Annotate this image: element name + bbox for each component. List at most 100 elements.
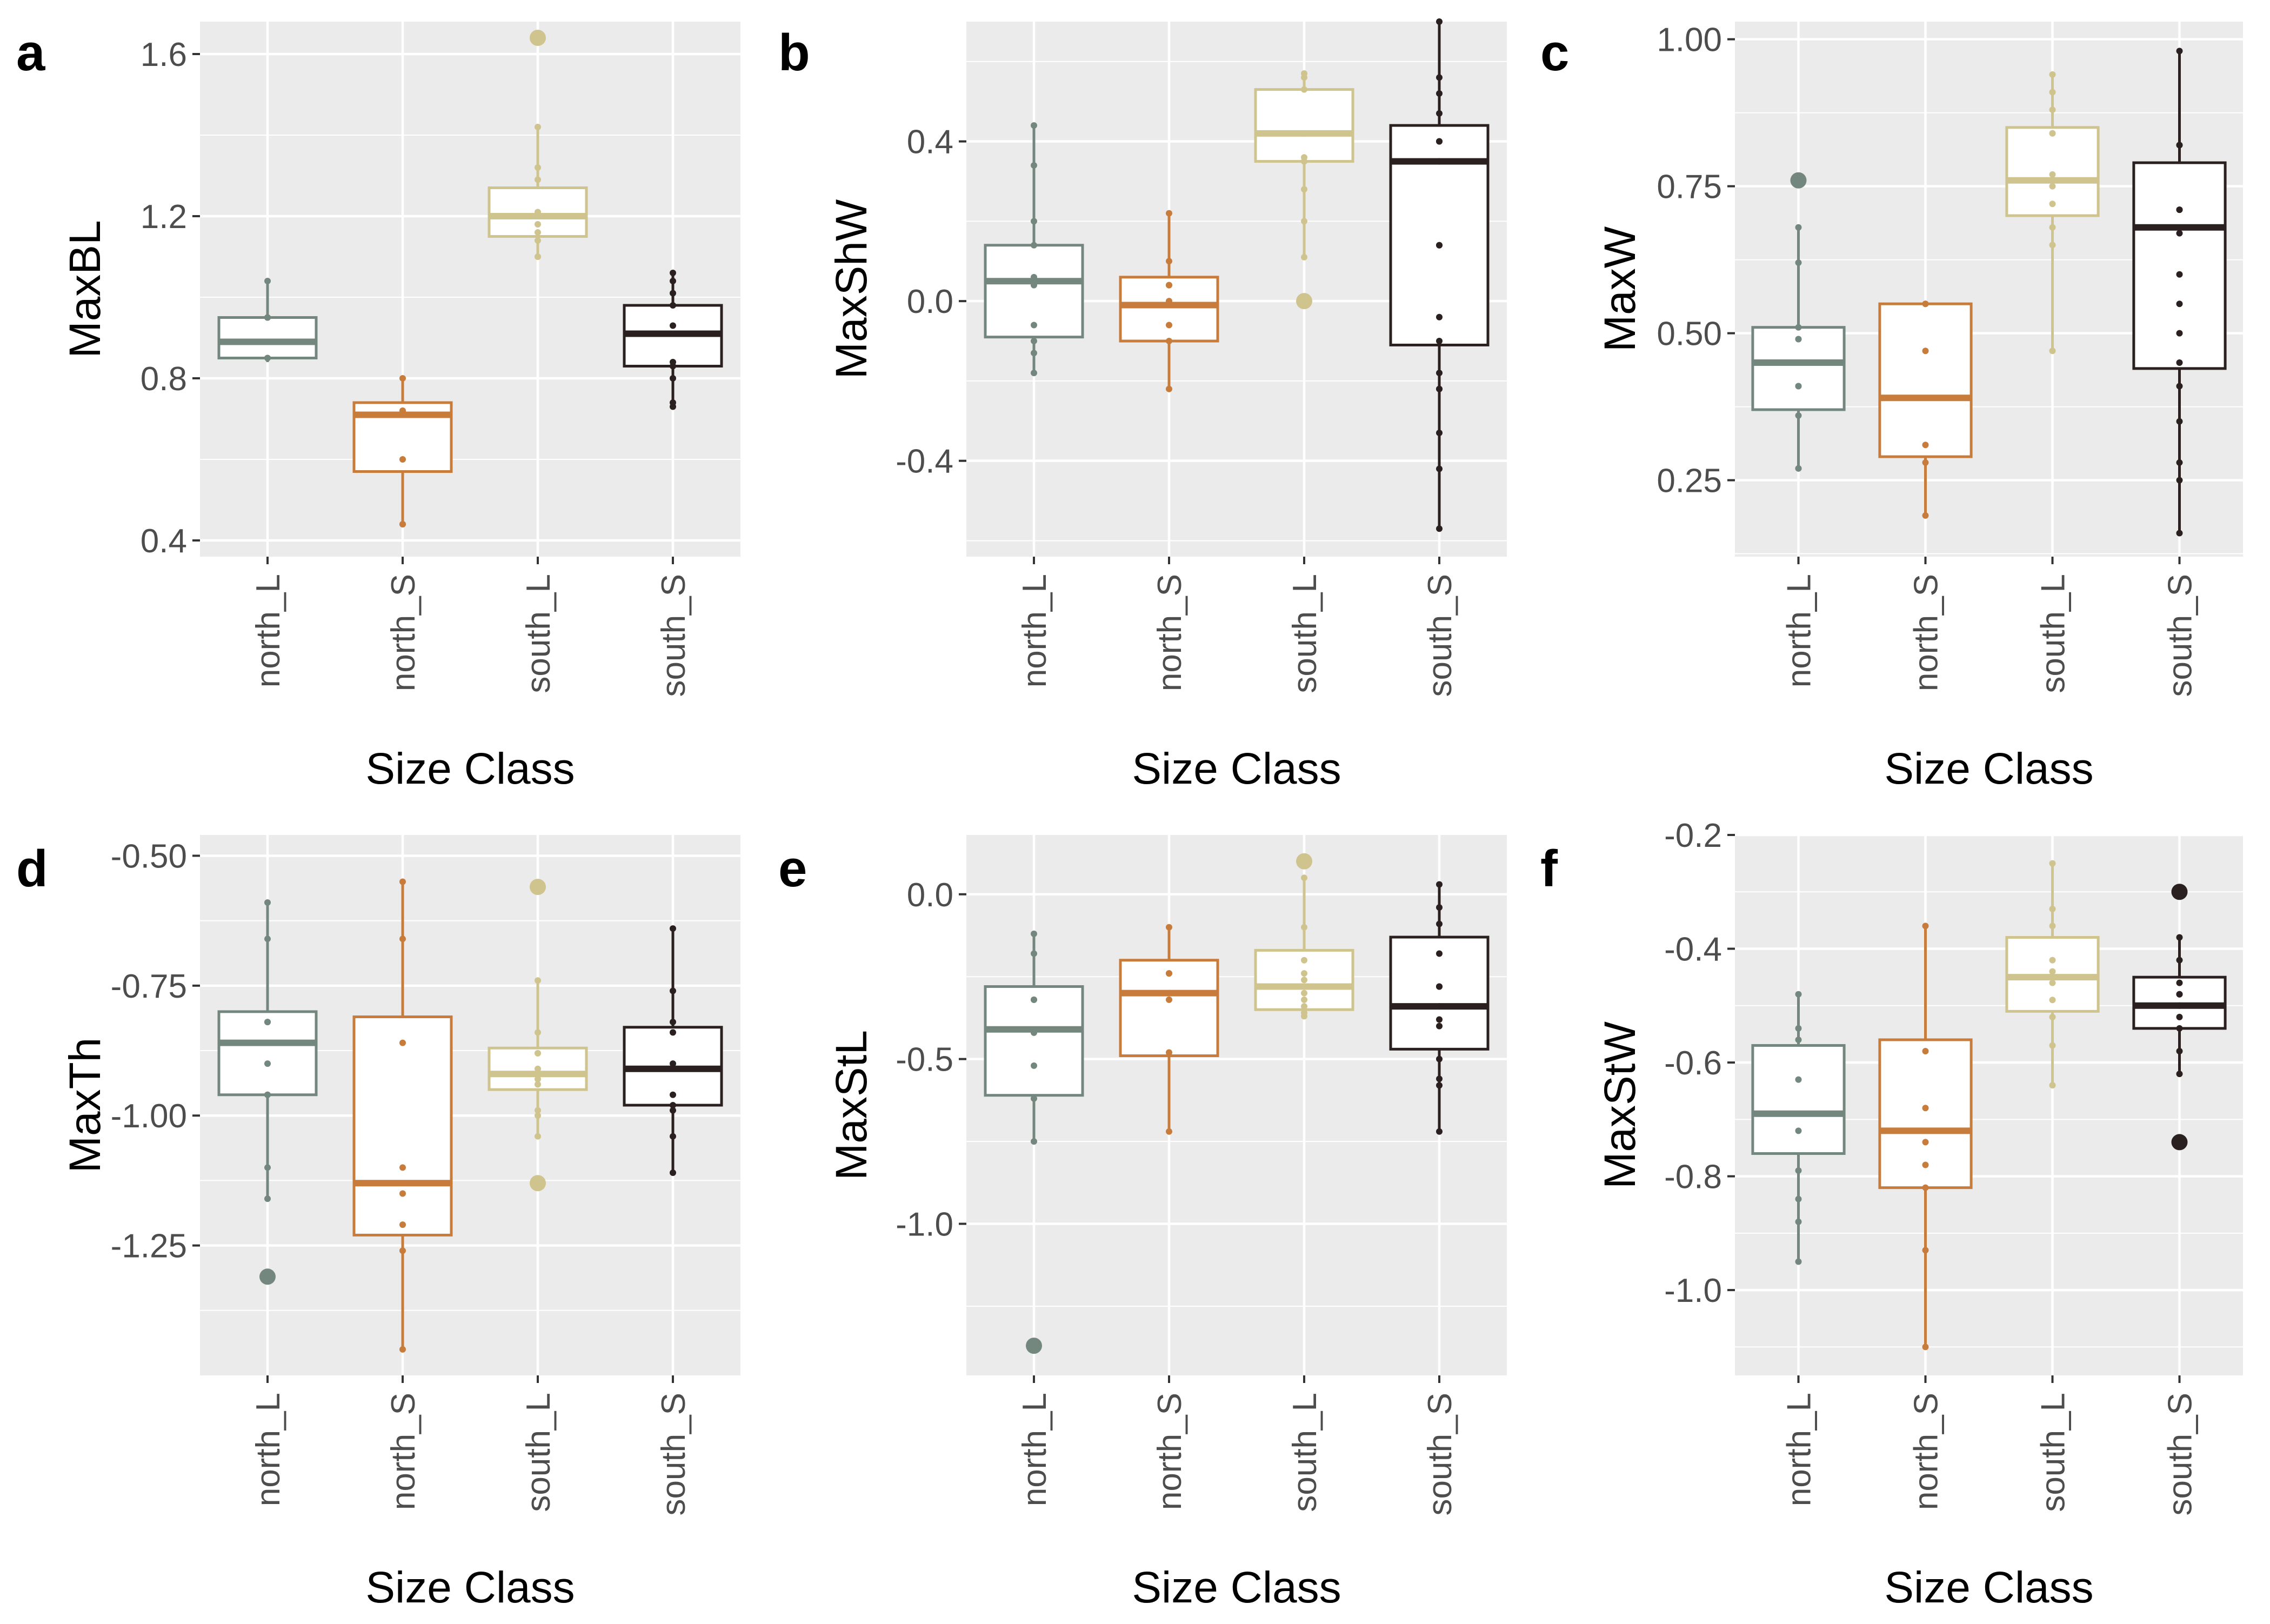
data-point — [2176, 206, 2183, 213]
y-tick-label: -0.8 — [1664, 1159, 1722, 1196]
data-point — [1436, 74, 1443, 81]
x-tick-label: north_S — [1151, 574, 1189, 691]
y-tick-label: -0.2 — [1664, 817, 1722, 854]
y-tick-label: 0.50 — [1657, 316, 1722, 353]
data-point — [399, 1039, 406, 1046]
panel-label: e — [778, 840, 807, 898]
panel-a: 0.4 0.8 1.2 1.6 north_L north_S south_L south_S… — [16, 22, 740, 793]
y-axis-title: MaxW — [1595, 226, 1645, 352]
outlier-point — [1296, 293, 1312, 310]
data-point — [1301, 957, 1307, 964]
x-tick-label: north_L — [1016, 1393, 1053, 1506]
data-point — [399, 456, 406, 463]
data-point — [535, 176, 541, 183]
data-point — [1795, 1036, 1802, 1043]
data-point — [1795, 224, 1802, 231]
data-point — [1166, 298, 1172, 305]
data-point — [1436, 1075, 1443, 1082]
data-point — [399, 1190, 406, 1197]
x-tick-label: north_L — [250, 574, 287, 687]
y-tick-label: 0.8 — [141, 360, 187, 398]
y-tick-label: 0.25 — [1657, 463, 1722, 500]
y-tick-label: 1.6 — [141, 36, 187, 73]
box-iqr — [217, 1010, 318, 1097]
box-iqr — [1878, 302, 1973, 458]
data-point — [399, 1221, 406, 1228]
box-north_L — [984, 122, 1084, 377]
y-axis-title: MaxTh — [61, 1038, 110, 1173]
data-point — [1922, 1184, 1929, 1191]
data-point — [1031, 338, 1037, 345]
outlier-point — [2171, 884, 2188, 900]
data-point — [670, 363, 676, 370]
x-axis-title: Size Class — [1132, 1563, 1341, 1612]
x-tick-label: south_L — [520, 574, 557, 693]
data-point — [1436, 429, 1443, 436]
data-point — [1922, 347, 1929, 355]
data-point — [1031, 322, 1037, 329]
data-point — [1922, 1161, 1929, 1168]
data-point — [1166, 338, 1172, 345]
x-tick-label: north_S — [385, 1393, 422, 1510]
data-point — [399, 1164, 406, 1171]
data-point — [535, 977, 541, 984]
y-tick-label: 0.4 — [141, 523, 187, 560]
data-point — [1795, 1025, 1802, 1032]
y-tick-label: -1.0 — [1664, 1272, 1722, 1309]
panel-label: c — [1540, 24, 1569, 82]
data-point — [2176, 418, 2183, 425]
data-point — [535, 1107, 541, 1114]
data-point — [1436, 465, 1443, 472]
data-point — [1436, 1022, 1443, 1030]
y-tick-label: -0.4 — [896, 443, 953, 480]
x-axis-title: Size Class — [365, 1563, 575, 1612]
data-point — [670, 322, 676, 329]
y-tick-label: 1.00 — [1657, 22, 1722, 59]
data-point — [1031, 162, 1037, 169]
data-point — [2176, 330, 2183, 337]
data-point — [264, 355, 271, 362]
data-point — [1301, 130, 1307, 137]
data-point — [1436, 1128, 1443, 1135]
y-tick-label: -1.25 — [111, 1228, 187, 1265]
data-point — [1301, 977, 1307, 984]
box-iqr — [352, 1015, 453, 1237]
data-point — [399, 1346, 406, 1353]
data-point — [1031, 350, 1037, 357]
data-point — [535, 221, 541, 228]
data-point — [1922, 512, 1929, 519]
data-point — [264, 935, 271, 943]
data-point — [2049, 89, 2056, 96]
data-point — [535, 1075, 541, 1082]
box-north_L — [217, 899, 318, 1285]
data-point — [1436, 90, 1443, 97]
outlier-point — [1296, 853, 1312, 870]
data-point — [1031, 930, 1037, 937]
box-south_L — [488, 879, 588, 1192]
data-point — [264, 1195, 271, 1202]
data-point — [2049, 979, 2056, 986]
data-point — [535, 1112, 541, 1119]
box-south_S — [1389, 881, 1490, 1135]
panel-b: -0.4 0.0 0.4 north_L north_S south_L south_S Si… — [778, 18, 1507, 793]
data-point — [1922, 442, 1929, 449]
data-point — [670, 987, 676, 994]
y-tick-label: 1.2 — [141, 198, 187, 236]
data-point — [1166, 1049, 1172, 1056]
data-point — [1436, 881, 1443, 888]
data-point — [1922, 923, 1929, 930]
data-point — [2176, 979, 2183, 986]
data-point — [670, 403, 676, 410]
data-point — [1031, 950, 1037, 957]
data-point — [1031, 122, 1037, 129]
y-axis-title: MaxStL — [827, 1030, 876, 1180]
data-point — [1436, 1082, 1443, 1089]
box-iqr — [1254, 88, 1354, 163]
data-point — [1436, 1016, 1443, 1023]
data-point — [1301, 990, 1307, 997]
data-point — [2049, 171, 2056, 178]
data-point — [1436, 370, 1443, 377]
x-tick-label: north_S — [1908, 1393, 1945, 1510]
